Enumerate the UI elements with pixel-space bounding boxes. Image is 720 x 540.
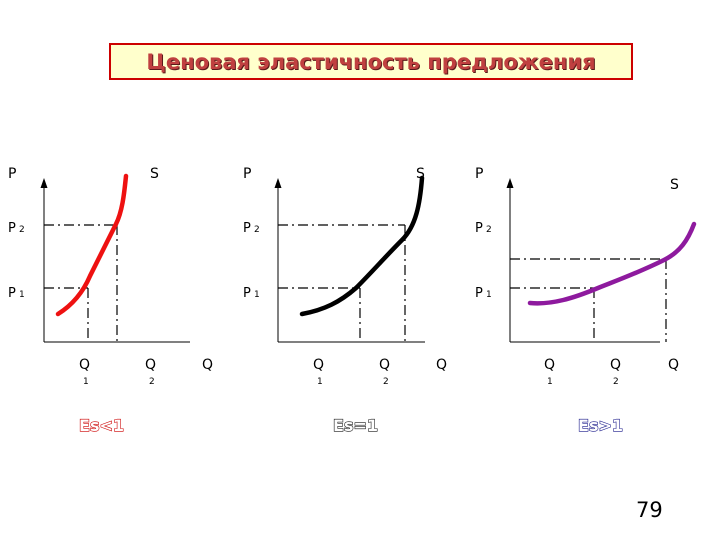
label-p1: P [475,286,483,301]
label-q2-sub: 2 [383,377,389,387]
elasticity-relation: =1 [353,416,378,435]
label-p1: P [8,286,16,301]
elasticity-label: Es<1 [79,416,124,435]
label-q1-sub: 1 [83,377,89,387]
label-q2: Q [145,357,156,373]
y-axis [506,178,514,342]
label-p2: P [8,221,16,236]
elasticity-sub: s [344,416,354,435]
label-s: S [150,166,159,182]
slide-title: Ценовая эластичность предложения [146,49,596,74]
panel-inelastic: P P 2 P 1 S Q 1 Q 2 Q Es<1 [8,166,213,436]
label-q2-sub: 2 [149,377,155,387]
elasticity-label: Es=1 [333,416,378,435]
label-p2: P [243,221,251,236]
elasticity-e: E [79,416,90,435]
elasticity-sub: s [589,416,599,435]
axis-label-q: Q [202,357,213,373]
axis-label-q: Q [668,357,679,373]
supply-curve [55,173,129,317]
label-p1: P [243,286,251,301]
supply-curve [299,175,425,317]
label-p2-sub: 2 [254,225,260,235]
axis-label-q: Q [436,357,447,373]
axis-label-p: P [8,166,16,182]
elasticity-sub: s [90,416,100,435]
label-q2: Q [379,357,390,373]
label-q1-sub: 1 [317,377,323,387]
label-s: S [416,166,425,182]
label-p2-sub: 2 [19,225,25,235]
panel-elastic: P P 2 P 1 S Q 1 Q 2 Q Es>1 [475,166,697,436]
page-number: 79 [636,498,663,522]
label-q2: Q [610,357,621,373]
label-q2-sub: 2 [613,377,619,387]
elasticity-relation: >1 [598,416,623,435]
label-p1-sub: 1 [254,290,260,300]
supply-curve [527,221,697,306]
label-q1: Q [79,357,90,373]
label-q1: Q [313,357,324,373]
label-s: S [670,177,679,193]
label-q1-sub: 1 [547,377,553,387]
y-axis [274,178,282,342]
label-p2: P [475,221,483,236]
axis-label-p: P [243,166,251,182]
label-q1: Q [544,357,555,373]
title-box: Ценовая эластичность предложения [109,43,633,80]
label-p2-sub: 2 [486,225,492,235]
axis-label-p: P [475,166,483,182]
label-p1-sub: 1 [486,290,492,300]
elasticity-e: E [333,416,344,435]
label-p1-sub: 1 [19,290,25,300]
y-axis [40,178,48,342]
panel-unit-elastic: P P 2 P 1 S Q 1 Q 2 Q Es=1 [243,166,447,436]
elasticity-e: E [578,416,589,435]
elasticity-label: Es>1 [578,416,623,435]
elasticity-relation: <1 [99,416,124,435]
